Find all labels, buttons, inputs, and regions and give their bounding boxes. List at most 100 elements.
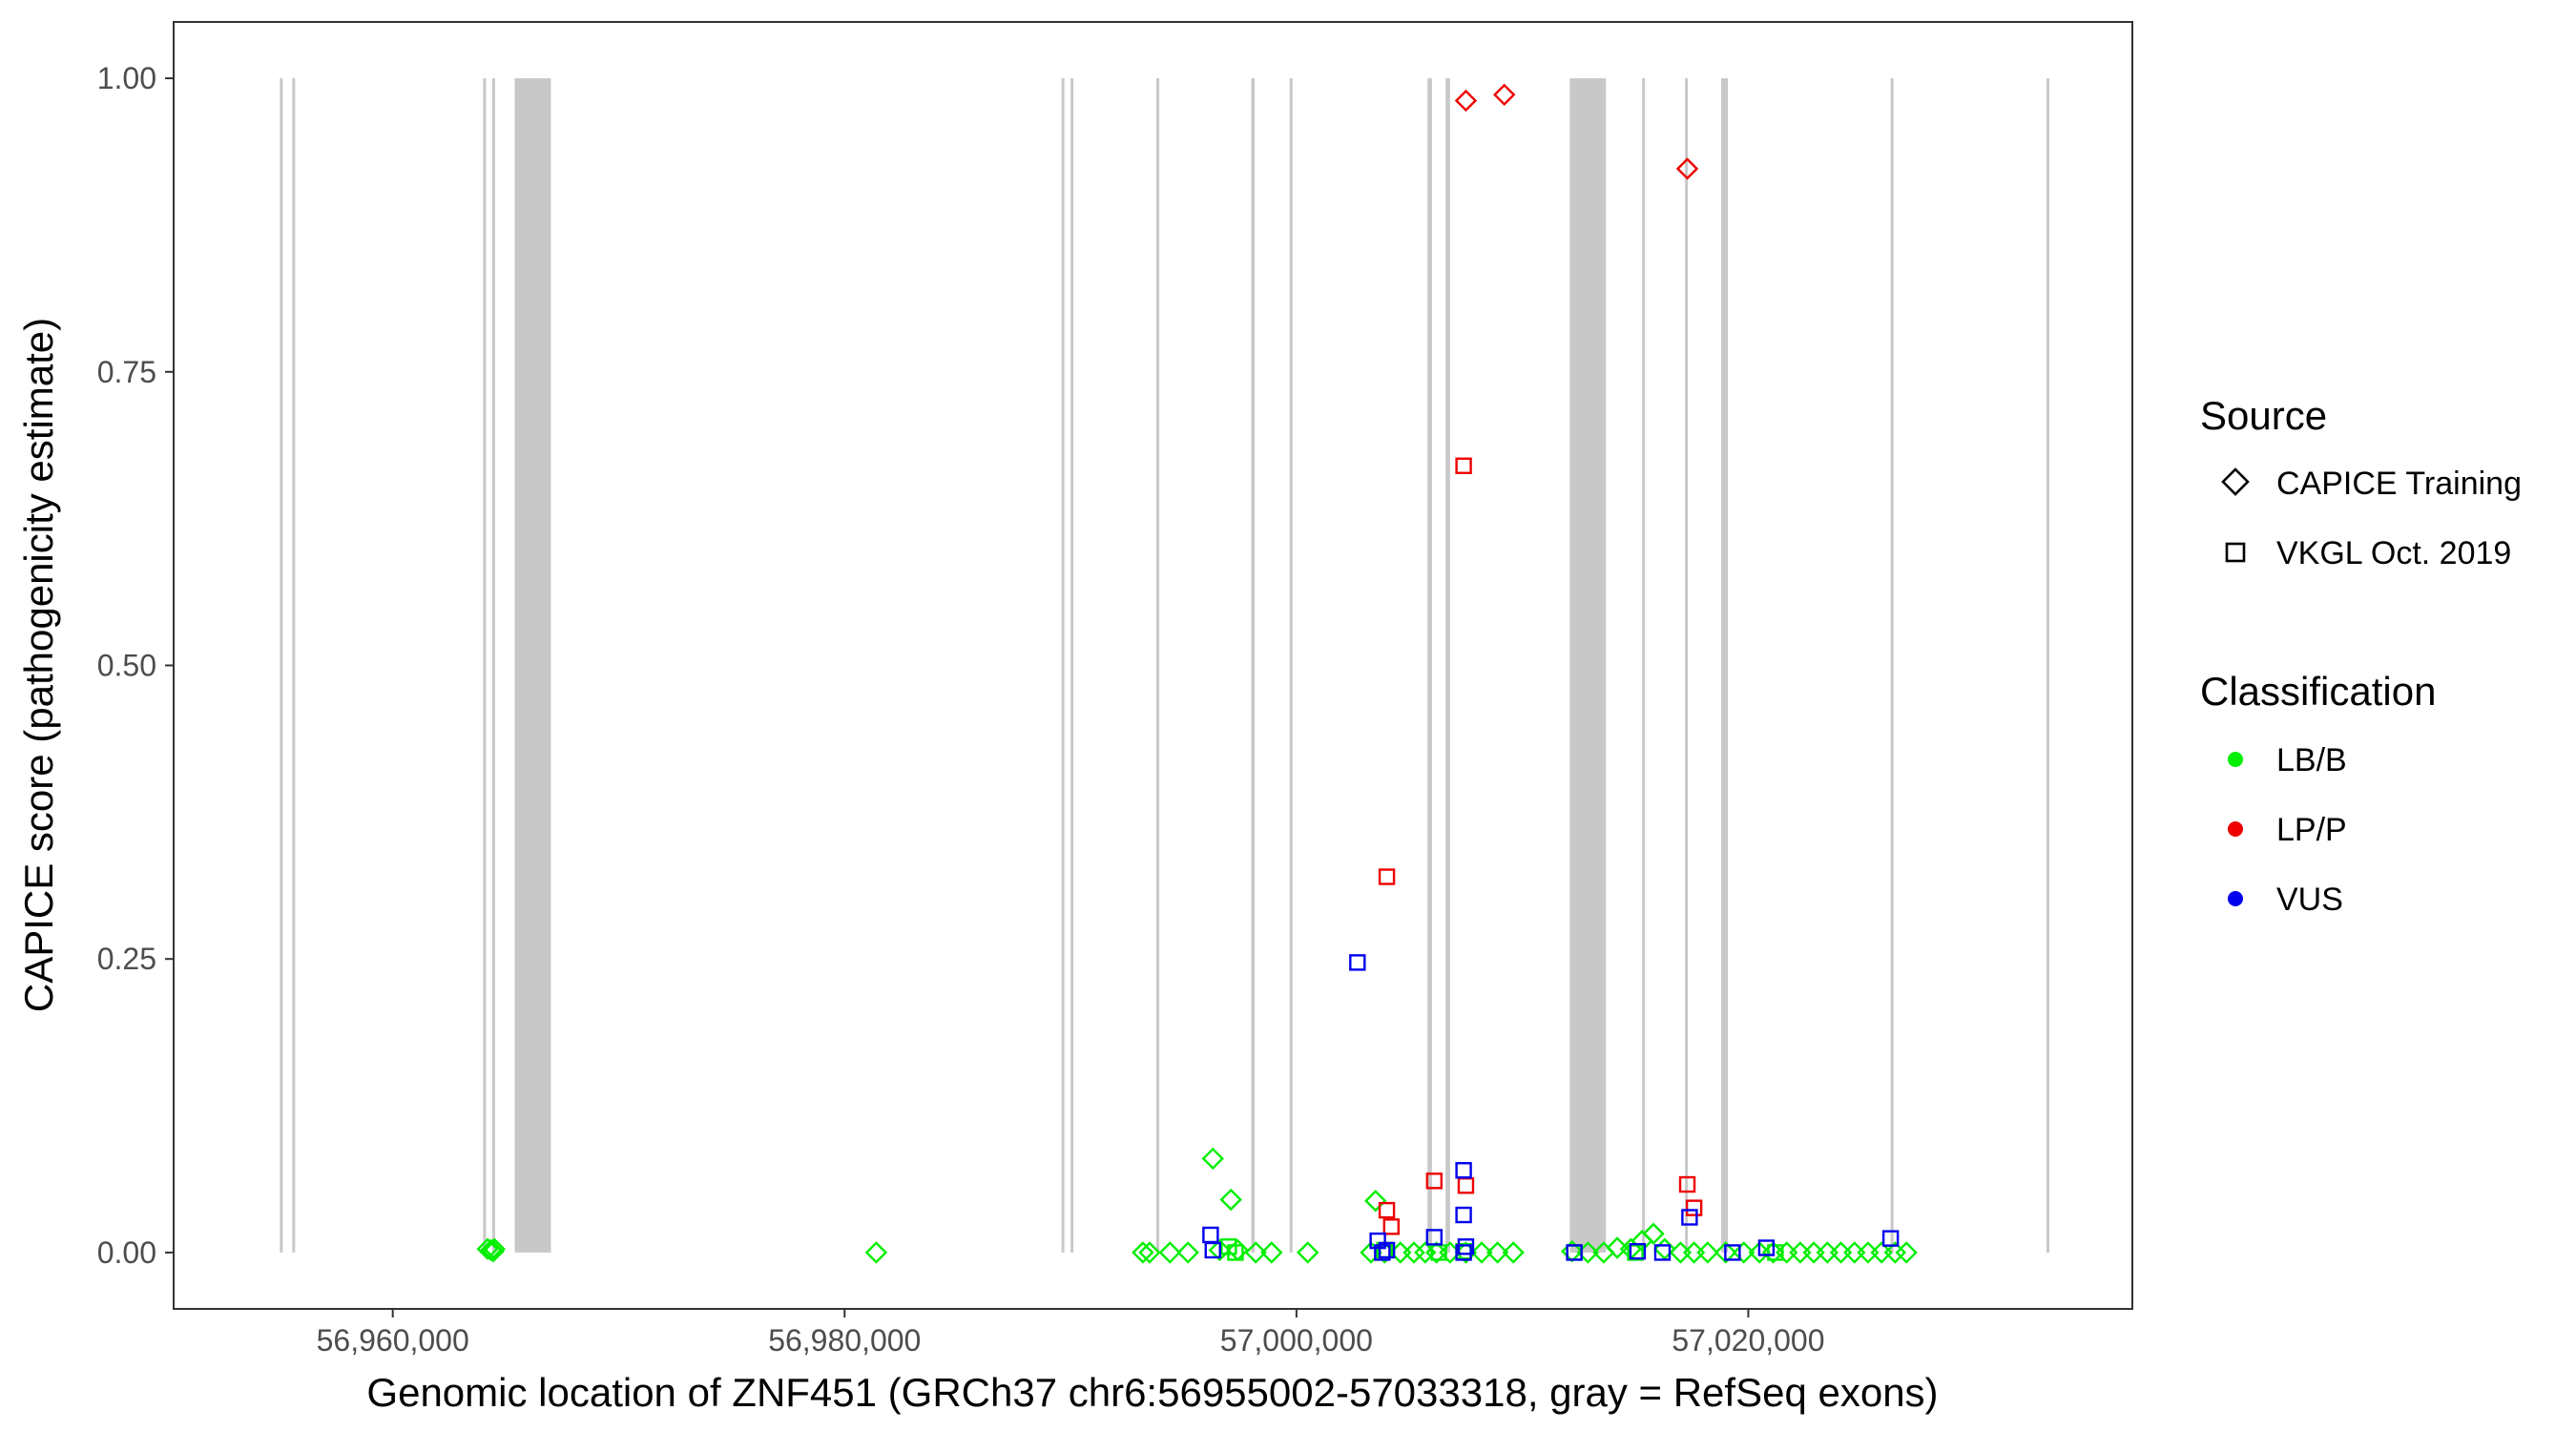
data-point-square <box>1653 1244 1672 1261</box>
data-points <box>476 83 1918 1264</box>
y-tick-label: 0.50 <box>97 649 156 683</box>
data-point-diamond <box>1895 1241 1918 1264</box>
data-point-square <box>1378 1241 1396 1259</box>
data-point-square <box>1767 1244 1784 1261</box>
data-point-diamond <box>1138 1241 1161 1264</box>
legend-label-lpp: LP/P <box>2276 812 2347 848</box>
data-point-square <box>1382 1218 1401 1235</box>
x-axis: 56,960,000 56,980,000 57,000,000 57,020,000 <box>317 1309 1825 1358</box>
legend: Source CAPICE Training VKGL Oct. 2019 Cl… <box>2200 393 2522 918</box>
exon-band <box>1569 78 1607 1253</box>
data-point-diamond <box>1201 1147 1224 1171</box>
data-point-diamond <box>1158 1241 1181 1264</box>
x-tick-label: 56,980,000 <box>768 1323 921 1358</box>
data-point-square <box>1455 1206 1472 1224</box>
x-tick-label: 57,000,000 <box>1220 1323 1373 1358</box>
data-point-square <box>1627 1244 1644 1261</box>
data-point-square <box>1425 1172 1444 1190</box>
y-axis-title: CAPICE score (pathogenicity estimate) <box>16 318 61 1012</box>
data-point-diamond <box>1714 1241 1737 1264</box>
legend-entry-lbb: LB/B <box>2228 742 2347 778</box>
data-point-diamond <box>1132 1241 1154 1264</box>
data-point-square <box>1349 954 1366 971</box>
data-point-diamond <box>1364 1190 1387 1213</box>
legend-classification-title: Classification <box>2200 669 2436 714</box>
data-point-square <box>1881 1230 1900 1247</box>
legend-label-vus: VUS <box>2276 881 2343 918</box>
exon-band <box>1289 78 1293 1253</box>
data-point-diamond <box>476 1237 499 1260</box>
exon-band <box>1445 78 1450 1253</box>
data-point-square <box>1455 1244 1472 1261</box>
dot-marker-icon <box>2228 891 2243 906</box>
data-point-square <box>1629 1242 1647 1260</box>
data-point-diamond <box>1642 1222 1665 1245</box>
data-point-diamond <box>1606 1236 1629 1259</box>
exon-band <box>491 78 495 1253</box>
exon-band <box>1642 78 1646 1253</box>
legend-entry-capice-training: CAPICE Training <box>2221 466 2522 502</box>
data-point-diamond <box>1454 89 1478 113</box>
data-point-square <box>1757 1239 1776 1256</box>
diamond-marker-icon <box>2221 467 2250 496</box>
data-point-diamond <box>1561 1239 1584 1263</box>
data-point-diamond <box>1696 1241 1719 1264</box>
data-point-diamond <box>1219 1188 1242 1212</box>
data-point-diamond <box>1493 83 1516 107</box>
data-point-square <box>1678 1175 1696 1193</box>
data-point-diamond <box>1733 1241 1755 1264</box>
exon-band <box>292 78 296 1253</box>
data-point-diamond <box>1176 1241 1199 1264</box>
dot-marker-icon <box>2228 821 2243 837</box>
x-tick-label: 57,020,000 <box>1672 1323 1824 1358</box>
data-point-square <box>1455 457 1472 474</box>
data-point-square <box>1378 1201 1396 1219</box>
data-point-diamond <box>1244 1241 1267 1264</box>
data-point-square <box>1378 868 1396 885</box>
data-point-diamond <box>1675 157 1699 180</box>
data-point-square <box>1685 1199 1703 1216</box>
data-point-square <box>1724 1244 1741 1261</box>
exon-band <box>1061 78 1065 1253</box>
legend-entry-vkgl: VKGL Oct. 2019 <box>2225 535 2511 571</box>
data-point-diamond <box>1485 1241 1509 1264</box>
exon-band <box>280 78 283 1253</box>
legend-label-vkgl: VKGL Oct. 2019 <box>2276 535 2511 571</box>
y-tick-label: 1.00 <box>97 61 156 95</box>
exon-band <box>1890 78 1894 1253</box>
legend-label-lbb: LB/B <box>2276 742 2347 778</box>
y-tick-label: 0.75 <box>97 355 156 389</box>
x-tick-label: 56,960,000 <box>317 1323 469 1358</box>
exon-band <box>2046 78 2050 1253</box>
data-point-square <box>1566 1244 1583 1261</box>
data-point-diamond <box>1260 1241 1283 1264</box>
data-point-diamond <box>483 1237 506 1260</box>
data-point-square <box>1457 1238 1475 1255</box>
exon-band <box>1070 78 1074 1253</box>
exon-bands <box>280 78 2050 1253</box>
square-marker-icon <box>2225 542 2246 563</box>
exon-band <box>483 78 487 1253</box>
data-point-square <box>1369 1232 1386 1250</box>
data-point-square <box>1374 1244 1391 1261</box>
data-point-square <box>1681 1209 1698 1226</box>
x-axis-title: Genomic location of ZNF451 (GRCh37 chr6:… <box>366 1370 1938 1415</box>
y-axis: 0.00 0.25 0.50 0.75 1.00 <box>97 61 174 1270</box>
dot-marker-icon <box>2228 752 2243 767</box>
y-tick-label: 0.00 <box>97 1235 156 1270</box>
legend-source-title: Source <box>2200 393 2327 438</box>
data-point-square <box>1425 1229 1444 1246</box>
legend-label-capice-training: CAPICE Training <box>2276 466 2522 502</box>
data-point-diamond <box>1208 1238 1232 1262</box>
exon-band <box>1251 78 1256 1253</box>
legend-entry-lpp: LP/P <box>2228 812 2347 848</box>
data-point-diamond <box>1470 1241 1493 1264</box>
exon-band <box>1156 78 1160 1253</box>
exon-band <box>1685 78 1689 1253</box>
data-point-square <box>1455 1162 1472 1179</box>
data-point-square <box>1227 1244 1244 1261</box>
exon-band <box>1721 78 1729 1253</box>
data-point-diamond <box>864 1241 888 1264</box>
